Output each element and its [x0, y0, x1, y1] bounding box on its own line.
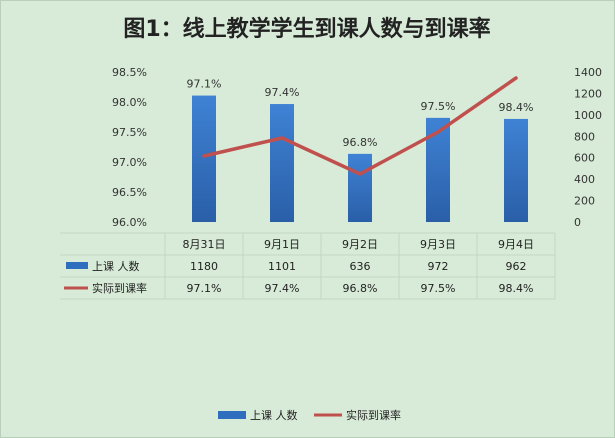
bar	[348, 153, 372, 222]
right-tick-label: 1000	[574, 109, 602, 122]
table-cell-rate: 96.8%	[343, 282, 378, 295]
right-tick-label: 1200	[574, 87, 602, 100]
right-axis-ticks: 0 200 400 600 800 1000 1200 1400	[574, 66, 602, 229]
table-cell-rate: 97.1%	[187, 282, 222, 295]
bar-top-labels: 97.1% 97.4% 96.8% 97.5% 98.4%	[187, 78, 534, 149]
table-cell-rate: 97.5%	[421, 282, 456, 295]
table-key-bar	[66, 262, 88, 269]
legend-label-count: 上课 人数	[250, 409, 298, 422]
right-tick-label: 0	[574, 216, 581, 229]
table-cell-rate: 98.4%	[499, 282, 534, 295]
table-cell-count: 972	[428, 260, 449, 273]
right-tick-label: 600	[574, 152, 595, 165]
right-tick-label: 1400	[574, 66, 602, 79]
right-tick-label: 200	[574, 195, 595, 208]
table-cell-count: 1101	[268, 260, 296, 273]
bar	[270, 104, 294, 222]
category-label: 9月2日	[342, 238, 378, 251]
line-point	[202, 154, 206, 158]
bar	[192, 95, 216, 222]
left-axis-ticks: 96.0% 96.5% 97.0% 97.5% 98.0% 98.5%	[112, 66, 147, 229]
category-label: 8月31日	[183, 238, 226, 251]
table-row-header-count: 上课 人数	[92, 260, 140, 273]
legend-label-rate: 实际到课率	[346, 408, 401, 422]
table-cell-count: 1180	[190, 260, 218, 273]
bar-top-label: 97.5%	[421, 100, 456, 113]
chart-title: 图1：线上教学学生到课人数与到课率	[123, 16, 490, 42]
table-cell-count: 636	[350, 260, 371, 273]
bar-top-label: 97.1%	[187, 78, 222, 91]
line-point	[358, 172, 362, 176]
category-label: 9月4日	[498, 238, 534, 251]
line-series	[202, 76, 518, 176]
bar-series	[192, 95, 528, 222]
left-tick-label: 98.0%	[112, 96, 147, 109]
bar-top-label: 97.4%	[265, 86, 300, 99]
category-label: 9月3日	[420, 238, 456, 251]
bar-top-label: 96.8%	[343, 136, 378, 149]
chart-legend: 上课 人数 实际到课率	[218, 408, 401, 422]
legend-key-bar	[218, 411, 246, 419]
right-tick-label: 800	[574, 130, 595, 143]
left-tick-label: 98.5%	[112, 66, 147, 79]
data-table: 8月31日 1180 97.1% 9月1日 1101 97.4% 9月2日 636 96.8% 9…	[60, 232, 556, 300]
table-cell-count: 962	[506, 260, 527, 273]
left-tick-label: 96.0%	[112, 216, 147, 229]
table-row-header-rate: 实际到课率	[92, 281, 147, 295]
table-cell-rate: 97.4%	[265, 282, 300, 295]
left-tick-label: 96.5%	[112, 186, 147, 199]
left-tick-label: 97.5%	[112, 126, 147, 139]
right-tick-label: 400	[574, 173, 595, 186]
line-point	[436, 130, 440, 134]
bar-top-label: 98.4%	[499, 101, 534, 114]
category-label: 9月1日	[264, 238, 300, 251]
bar	[504, 118, 528, 222]
line-point	[280, 136, 284, 140]
line-point	[514, 76, 518, 80]
left-tick-label: 97.0%	[112, 156, 147, 169]
